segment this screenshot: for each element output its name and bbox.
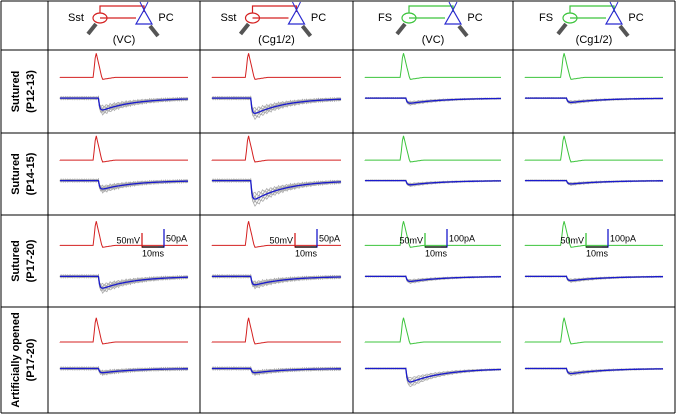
mean-trace — [525, 179, 663, 185]
time-label: 10ms — [586, 248, 609, 258]
current-bar — [311, 229, 318, 248]
pre-label: Sst — [221, 12, 237, 24]
time-label: 10ms — [295, 248, 318, 258]
row-age: (P17-20) — [25, 338, 37, 381]
time-label: 10ms — [425, 248, 448, 258]
post-dendrite — [139, 1, 149, 11]
region-label: (VC) — [422, 34, 445, 46]
post-label: PC — [311, 12, 326, 24]
row-label: Sutured — [10, 240, 22, 282]
post-label: PC — [628, 12, 643, 24]
mean-trace — [365, 367, 501, 383]
mean-trace — [60, 367, 188, 374]
current-bar — [158, 229, 165, 248]
ap-trace — [364, 135, 501, 163]
voltage-label: 50mV — [116, 235, 140, 245]
voltage-label: 50mV — [269, 235, 293, 245]
post-cell — [443, 8, 463, 25]
post-cell — [134, 8, 154, 25]
voltage-label: 50mV — [399, 235, 423, 245]
mean-trace — [525, 97, 664, 104]
current-label: 100pA — [610, 233, 636, 243]
post-cell — [287, 8, 306, 25]
row-age: (P12-13) — [25, 70, 37, 113]
ap-trace — [524, 53, 663, 80]
current-label: 50pA — [166, 233, 187, 243]
ap-trace — [59, 317, 188, 345]
post-label: PC — [467, 12, 482, 24]
mean-trace — [60, 275, 188, 289]
electrode — [86, 22, 160, 38]
ap-trace — [211, 221, 341, 248]
post-cell — [604, 8, 624, 25]
post-dendrite — [292, 1, 301, 11]
trial-trace — [211, 178, 342, 207]
ap-trace — [524, 221, 663, 248]
ap-trace — [211, 135, 341, 163]
mean-trace — [212, 275, 341, 286]
mean-trace — [365, 97, 501, 104]
mean-trace — [212, 97, 342, 114]
mean-trace — [212, 367, 341, 374]
ap-trace — [211, 53, 341, 80]
mean-trace — [60, 97, 188, 111]
trial-trace — [59, 274, 189, 295]
pre-label: FS — [378, 12, 392, 24]
pre-label: Sst — [68, 12, 84, 24]
ap-trace — [59, 53, 188, 80]
trial-trace — [211, 95, 342, 121]
mean-trace — [365, 275, 501, 283]
current-label: 50pA — [319, 233, 340, 243]
mean-trace — [525, 367, 664, 375]
mean-trace — [525, 275, 663, 282]
region-label: (VC) — [113, 34, 136, 46]
electrode — [238, 22, 313, 38]
post-dendrite — [609, 1, 619, 11]
mean-trace — [365, 179, 501, 186]
current-label: 100pA — [449, 233, 475, 243]
current-bar — [602, 229, 609, 248]
ap-trace — [524, 135, 663, 163]
row-age: (P14-15) — [25, 152, 37, 195]
post-label: PC — [158, 12, 173, 24]
ap-trace — [364, 317, 501, 345]
region-label: (Cg1/2) — [258, 34, 295, 46]
electrode — [395, 22, 469, 38]
mean-trace — [60, 179, 188, 190]
ap-trace — [364, 221, 501, 248]
pre-label: FS — [539, 12, 553, 24]
time-label: 10ms — [142, 248, 165, 258]
trial-trace — [59, 95, 189, 116]
row-label: Sutured — [10, 71, 22, 113]
ap-trace — [59, 221, 188, 248]
region-label: (Cg1/2) — [576, 34, 613, 46]
ap-trace — [524, 317, 663, 345]
ap-trace — [364, 53, 501, 80]
row-label: Artificially opened — [10, 312, 22, 407]
electrode — [556, 22, 630, 38]
row-label: Sutured — [10, 153, 22, 195]
row-age: (P17-20) — [25, 239, 37, 282]
post-dendrite — [448, 1, 458, 11]
mean-trace — [212, 179, 341, 200]
voltage-label: 50mV — [560, 235, 584, 245]
current-bar — [441, 229, 448, 248]
ap-trace — [59, 135, 188, 163]
ap-trace — [211, 317, 341, 345]
